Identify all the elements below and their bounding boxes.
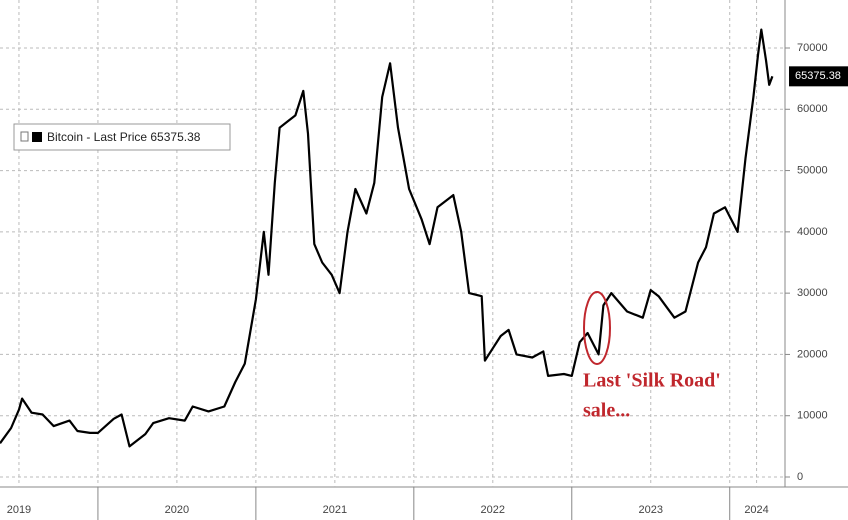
x-tick-label: 2024 xyxy=(744,504,768,516)
legend-label: Bitcoin - Last Price 65375.38 xyxy=(47,130,201,144)
last-price-box xyxy=(789,66,848,87)
y-tick-label: 70000 xyxy=(797,42,828,54)
y-tick-label: 0 xyxy=(797,471,803,483)
x-tick-label: 2020 xyxy=(165,504,189,516)
legend: Bitcoin - Last Price 65375.38 xyxy=(13,123,231,151)
legend-box xyxy=(13,123,231,151)
y-tick-label: 20000 xyxy=(797,348,828,360)
x-tick-label: 2022 xyxy=(481,504,505,516)
y-tick-label: 60000 xyxy=(797,103,828,115)
y-tick-label: 50000 xyxy=(797,164,828,176)
y-tick-label: 10000 xyxy=(797,410,828,422)
y-tick-label: 40000 xyxy=(797,226,828,238)
x-tick-label: 2023 xyxy=(639,504,663,516)
annotation: sale... xyxy=(583,400,630,422)
legend-swatch xyxy=(32,132,42,142)
x-tick-label: 2021 xyxy=(323,504,347,516)
y-tick-label: 30000 xyxy=(797,287,828,299)
legend-toggle xyxy=(20,131,29,142)
price-line xyxy=(0,28,774,448)
annotation: Last 'Silk Road' xyxy=(583,370,721,392)
last-price-label: 65375.38 xyxy=(795,70,841,82)
x-tick-label: 2019 xyxy=(7,504,31,516)
annotation-ellipse xyxy=(583,291,611,365)
